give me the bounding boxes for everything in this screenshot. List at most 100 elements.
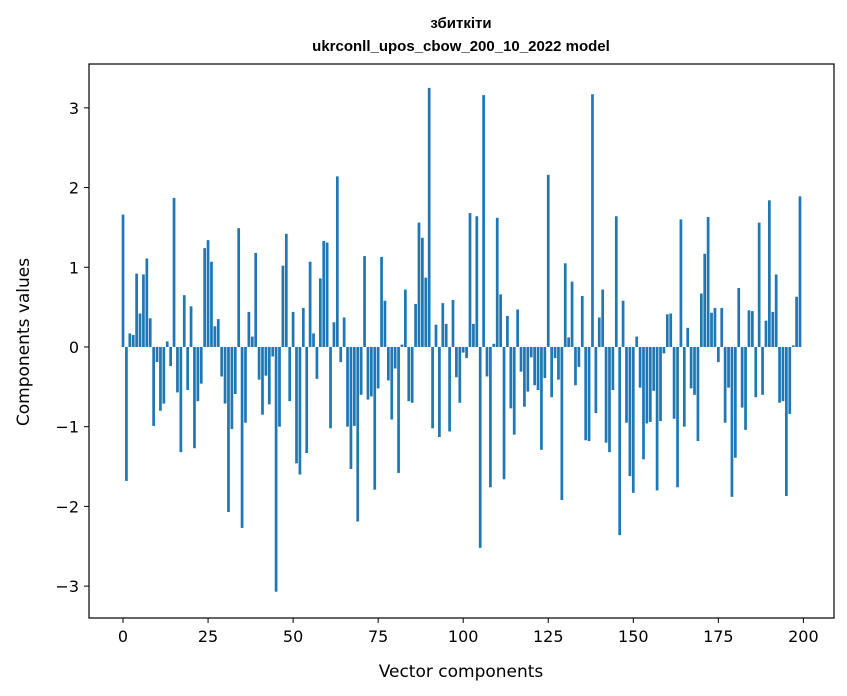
- bar-component-170: [699, 293, 703, 347]
- bar-component-167: [689, 346, 693, 389]
- bar-component-36: [244, 346, 247, 423]
- bar-component-10: [155, 346, 159, 363]
- x-tick-label-0: 0: [118, 627, 128, 646]
- bar-component-133: [574, 346, 577, 386]
- bar-component-87: [417, 222, 421, 347]
- y-axis-label: Components values: [14, 258, 34, 426]
- bar-component-86: [414, 303, 417, 347]
- bar-component-180: [733, 346, 737, 458]
- bar-component-132: [570, 281, 574, 347]
- bar-component-198: [795, 296, 798, 347]
- x-axis-ticks: 0 25 50 75 100 125 150 175 200: [118, 618, 819, 646]
- bar-component-136: [584, 346, 588, 441]
- bar-component-17: [179, 346, 183, 453]
- bar-component-115: [512, 346, 516, 435]
- bar-component-158: [659, 346, 662, 422]
- y-axis-ticks: −3 −2 −1 0 1 2 3: [55, 99, 89, 596]
- bar-component-143: [608, 346, 611, 453]
- bar-component-41: [261, 346, 264, 415]
- bar-component-95: [444, 323, 448, 347]
- bar-component-82: [400, 344, 404, 347]
- bar-component-104: [475, 216, 479, 347]
- bar-component-84: [407, 346, 411, 402]
- x-tick-label-200: 200: [788, 627, 819, 646]
- bar-component-72: [366, 346, 370, 400]
- bar-component-176: [720, 307, 724, 347]
- bar-component-175: [716, 346, 720, 363]
- bar-component-124: [543, 346, 547, 379]
- y-tick-label--2: −2: [55, 497, 79, 516]
- bar-component-73: [369, 346, 373, 397]
- bar-component-171: [703, 253, 707, 347]
- bar-component-116: [516, 309, 519, 347]
- bar-component-168: [693, 346, 696, 395]
- bar-component-24: [203, 248, 207, 347]
- bar-component-140: [597, 317, 601, 347]
- bar-component-134: [577, 346, 581, 367]
- bar-component-38: [250, 336, 254, 347]
- bar-component-7: [145, 258, 149, 347]
- bar-component-46: [278, 346, 281, 427]
- x-axis-label: Vector components: [379, 662, 544, 682]
- bar-component-147: [621, 300, 625, 347]
- bar-component-97: [451, 299, 455, 347]
- bar-component-76: [380, 256, 383, 347]
- x-tick-label-100: 100: [448, 627, 479, 646]
- bar-component-164: [679, 219, 683, 347]
- bar-component-160: [665, 314, 669, 347]
- bar-component-169: [696, 346, 700, 442]
- bar-component-3: [131, 335, 135, 347]
- bar-component-182: [740, 346, 744, 408]
- bar-component-90: [427, 87, 431, 347]
- bar-component-190: [768, 200, 771, 347]
- bar-component-74: [373, 346, 377, 490]
- bar-component-45: [274, 346, 278, 592]
- bar-component-142: [604, 346, 608, 443]
- bar-component-157: [655, 346, 659, 491]
- bar-component-12: [162, 346, 166, 404]
- bar-component-21: [193, 346, 196, 449]
- bar-component-8: [148, 318, 152, 347]
- bar-component-112: [502, 346, 506, 480]
- bar-component-6: [142, 274, 145, 347]
- bar-component-162: [672, 346, 676, 419]
- bar-component-43: [267, 346, 271, 405]
- bar-component-55: [308, 261, 312, 347]
- bar-component-189: [764, 320, 768, 347]
- bar-component-98: [455, 346, 458, 378]
- bar-component-183: [744, 346, 747, 430]
- bar-component-91: [431, 346, 434, 429]
- bar-component-78: [387, 346, 390, 381]
- bar-component-44: [271, 346, 275, 357]
- bar-component-139: [594, 346, 598, 414]
- bar-component-11: [159, 346, 162, 411]
- y-tick-label--1: −1: [55, 418, 79, 437]
- chart-title-line2: ukrconll_upos_cbow_200_10_2022 model: [312, 38, 610, 55]
- bar-component-197: [791, 345, 795, 347]
- y-tick-label-2: 2: [69, 179, 79, 198]
- bar-component-26: [210, 261, 213, 347]
- bars-group: [121, 87, 802, 592]
- bar-component-75: [376, 346, 380, 389]
- bar-component-48: [284, 233, 288, 347]
- bar-component-192: [774, 274, 778, 347]
- bar-component-105: [478, 346, 482, 548]
- bar-component-63: [335, 176, 339, 347]
- bar-component-146: [618, 346, 622, 536]
- bar-component-126: [550, 346, 554, 398]
- bar-component-16: [176, 346, 179, 393]
- bar-component-93: [438, 346, 441, 438]
- bar-component-188: [761, 346, 764, 395]
- bar-component-67: [349, 346, 353, 469]
- bar-component-51: [295, 346, 298, 464]
- bar-component-71: [363, 256, 366, 347]
- bar-component-156: [652, 346, 656, 391]
- bar-component-30: [223, 346, 227, 404]
- x-tick-label-50: 50: [283, 627, 303, 646]
- y-tick-label--3: −3: [55, 577, 79, 596]
- bar-component-31: [227, 346, 230, 512]
- bar-component-92: [434, 324, 438, 347]
- bar-component-108: [489, 346, 492, 488]
- bar-component-69: [356, 346, 360, 522]
- plot-frame: [88, 63, 835, 619]
